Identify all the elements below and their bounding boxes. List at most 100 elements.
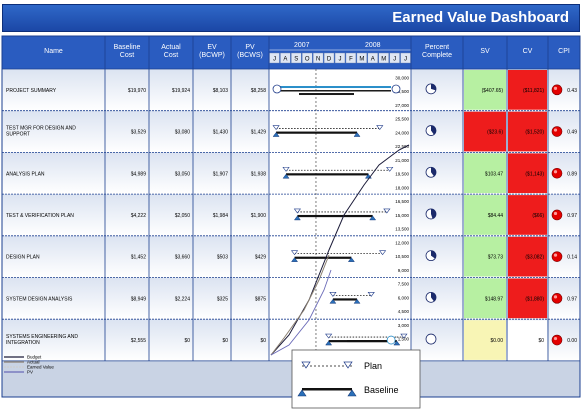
axis-tick-label: 10,500: [395, 254, 409, 259]
task-name: SYSTEMS ENGINEERING AND: [6, 334, 78, 340]
baseline-legend-icon: [347, 389, 357, 397]
axis-tick-label: 13,500: [395, 227, 409, 232]
baseline-cost-header: Cost: [120, 52, 134, 59]
cv-cell: [508, 111, 547, 152]
percent-complete-fill: [431, 125, 436, 135]
cv-value: ($1,880): [525, 296, 544, 302]
percent-complete-header: Complete: [422, 52, 452, 59]
cpi-indicator-highlight: [553, 253, 558, 257]
sv-value: $103.47: [485, 171, 503, 177]
ev-header: EV: [207, 44, 217, 51]
sv-value: $84.44: [488, 213, 504, 219]
plan-end-marker: [383, 208, 391, 214]
sv-value: $148.97: [485, 296, 503, 302]
sv-cell: [464, 320, 506, 360]
cpi-value: 0.00: [567, 338, 577, 344]
month-label: N: [316, 57, 320, 63]
axis-tick-label: 6,000: [398, 295, 410, 300]
month-label: D: [327, 57, 332, 63]
sv-cell: [464, 278, 506, 319]
task-name: TEST & VERIFICATION PLAN: [6, 213, 74, 219]
cpi-indicator-icon: [551, 209, 563, 221]
sv-cell: [464, 111, 506, 152]
pv-header: PV: [245, 44, 255, 51]
axis-tick-label: 27,000: [395, 103, 409, 108]
cv-cell: [508, 153, 547, 194]
percent-complete-fill: [431, 208, 436, 219]
month-cell: [280, 52, 291, 64]
cv-value: ($66): [532, 213, 544, 219]
axis-tick-label: 1,500: [398, 337, 410, 342]
baseline-cost-value: $4,222: [131, 213, 147, 219]
ev-value: $1,907: [213, 171, 229, 177]
baseline-start-marker: [282, 173, 290, 179]
task-name: PROJECT SUMMARY: [6, 88, 57, 94]
summary-baseline-bar: [275, 90, 391, 92]
axis-tick-label: 16,500: [395, 199, 409, 204]
cpi-value: 0.49: [567, 130, 577, 136]
month-label: J: [393, 57, 396, 63]
month-cell: [302, 52, 313, 64]
baseline-start-marker: [293, 215, 301, 221]
cpi-indicator-highlight: [553, 170, 558, 174]
year-2007-label: 2007: [294, 42, 310, 49]
cpi-indicator-highlight: [553, 86, 558, 90]
cpi-value: 0.89: [567, 171, 577, 177]
baseline-legend-label: Baseline: [364, 385, 399, 395]
baseline-end-marker: [393, 340, 401, 346]
month-label: J: [273, 57, 276, 63]
cpi-indicator-icon: [551, 126, 563, 137]
pv-value: $1,938: [251, 171, 267, 177]
ev-value: $1,984: [213, 213, 229, 219]
baseline-cost-value: $19,970: [128, 88, 146, 94]
baseline-bar: [294, 256, 352, 259]
month-label: A: [371, 57, 375, 63]
cv-cell: [508, 70, 547, 110]
baseline-cost-value: $3,529: [131, 130, 147, 136]
cpi-indicator-highlight: [553, 211, 558, 216]
ev-value: $325: [217, 296, 228, 302]
ev-value: $0: [222, 338, 228, 344]
sv-value: ($407.65): [482, 88, 504, 94]
percent-complete-fill: [431, 292, 437, 302]
baseline-bar: [297, 214, 373, 218]
summary-progress-bar: [299, 93, 354, 96]
month-label: S: [294, 57, 298, 63]
axis-tick-label: 9,000: [398, 268, 410, 273]
pv-value: $1,900: [251, 213, 267, 219]
month-label: A: [283, 57, 287, 63]
baseline-bar: [276, 131, 358, 134]
percent-complete-fill: [431, 83, 436, 91]
baseline-bar: [286, 173, 369, 176]
cv-value: ($3,082): [525, 255, 544, 261]
pv-value: $0: [260, 338, 266, 344]
month-label: J: [339, 57, 342, 63]
month-cell: [345, 52, 357, 64]
baseline-start-marker: [291, 257, 299, 262]
month-cell: [291, 52, 302, 64]
task-name: SYSTEM DESIGN ANALYSIS: [6, 296, 73, 302]
baseline-cost-value: $8,949: [131, 296, 147, 302]
plan-legend-icon: [343, 361, 353, 369]
baseline-cost-value: $2,555: [131, 338, 147, 344]
plan-legend-label: Plan: [364, 361, 382, 371]
baseline-start-marker: [272, 132, 280, 137]
cpi-value: 0.97: [567, 296, 577, 302]
plan-legend-icon: [301, 361, 311, 369]
month-label: O: [305, 57, 310, 63]
dashboard-title: Earned Value Dashboard: [392, 9, 569, 26]
cpi-value: 0.97: [567, 213, 577, 219]
axis-tick-label: 22,500: [395, 144, 409, 149]
plan-end-marker: [376, 125, 384, 131]
pv-curve: [270, 269, 332, 356]
cv-cell: [508, 236, 547, 277]
plan-end-marker: [367, 292, 375, 297]
plan-start-marker: [329, 292, 337, 297]
baseline-end-marker: [353, 298, 361, 304]
plan-start-marker: [272, 125, 280, 131]
axis-tick-label: 21,000: [395, 158, 409, 163]
month-cell: [378, 52, 389, 64]
axis-tick-label: 12,000: [395, 240, 409, 245]
name-column-header: Name: [44, 48, 63, 55]
